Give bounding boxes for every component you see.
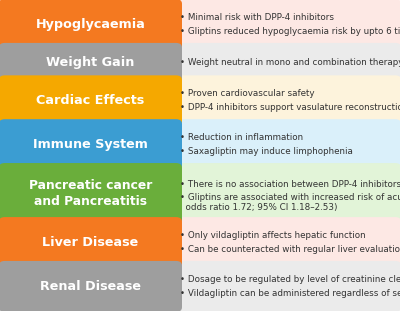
Text: • Only vildagliptin affects hepatic function: • Only vildagliptin affects hepatic func… [180,231,366,240]
Text: • Reduction in inflammation: • Reduction in inflammation [180,133,303,142]
Text: • DPP-4 inhibitors support vasulature reconstruction: • DPP-4 inhibitors support vasulature re… [180,103,400,112]
Text: • Gliptins are associated with increased risk of acute pancreatitis (Peto
  odds: • Gliptins are associated with increased… [180,193,400,212]
Text: Cardiac Effects: Cardiac Effects [36,94,144,107]
Text: • Can be counteracted with regular liver evaluation: • Can be counteracted with regular liver… [180,245,400,254]
Text: • Minimal risk with DPP-4 inhibitors: • Minimal risk with DPP-4 inhibitors [180,13,334,22]
FancyBboxPatch shape [0,217,400,268]
FancyBboxPatch shape [0,261,182,311]
FancyBboxPatch shape [0,75,400,126]
Text: Immune System: Immune System [33,138,148,151]
Text: Liver Disease: Liver Disease [42,236,138,249]
FancyBboxPatch shape [0,163,182,224]
Text: • Weight neutral in mono and combination therapy.: • Weight neutral in mono and combination… [180,58,400,67]
Text: Renal Disease: Renal Disease [40,280,141,293]
FancyBboxPatch shape [0,217,182,268]
Text: • Proven cardiovascular safety: • Proven cardiovascular safety [180,89,314,98]
Text: Weight Gain: Weight Gain [46,56,134,69]
Text: • Gliptins reduced hypoglycaemia risk by upto 6 times: • Gliptins reduced hypoglycaemia risk by… [180,27,400,36]
FancyBboxPatch shape [0,75,182,126]
FancyBboxPatch shape [0,0,400,50]
FancyBboxPatch shape [0,43,400,82]
Text: • Dosage to be regulated by level of creatinine clearance: • Dosage to be regulated by level of cre… [180,275,400,284]
Text: Hypoglycaemia: Hypoglycaemia [36,18,145,31]
Text: • Saxagliptin may induce limphophenia: • Saxagliptin may induce limphophenia [180,147,353,156]
FancyBboxPatch shape [0,0,182,50]
FancyBboxPatch shape [0,163,400,224]
FancyBboxPatch shape [0,119,400,170]
FancyBboxPatch shape [0,43,182,82]
FancyBboxPatch shape [0,261,400,311]
Text: • There is no association between DPP-4 inhibitors and pancreatic cancer: • There is no association between DPP-4 … [180,180,400,189]
FancyBboxPatch shape [0,119,182,170]
Text: • Vildagliptin can be administered regardless of severity of renal disease: • Vildagliptin can be administered regar… [180,289,400,298]
Text: Pancreatic cancer
and Pancreatitis: Pancreatic cancer and Pancreatitis [29,179,152,208]
